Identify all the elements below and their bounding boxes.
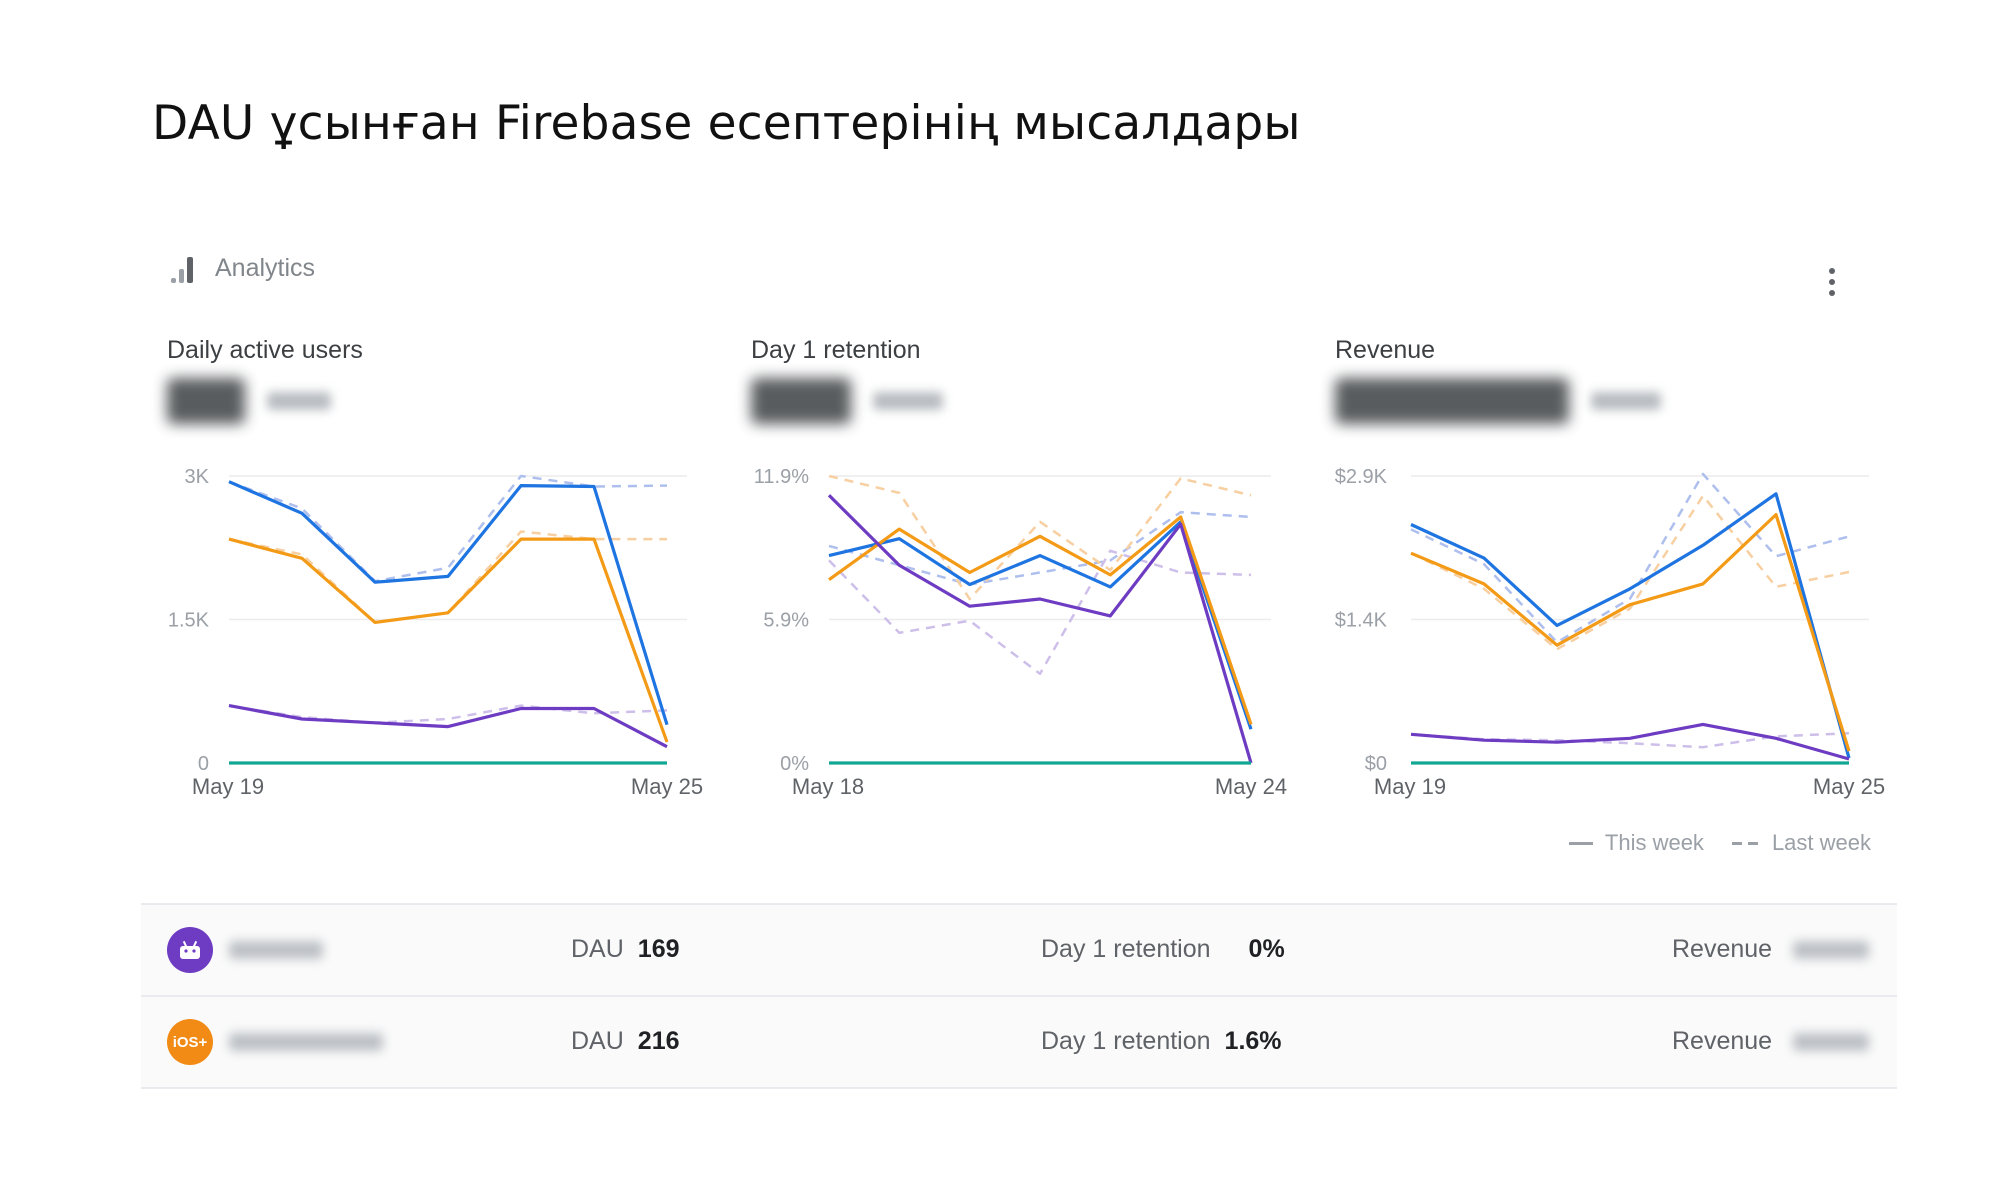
series-line-this-week — [1410, 722, 1850, 761]
series-line-last-week — [1410, 472, 1850, 644]
y-tick-label: 5.9% — [763, 610, 809, 632]
legend-this-week: This week — [1568, 830, 1704, 856]
app-name-blurred — [229, 1033, 383, 1051]
revenue-metric: Revenue — [1672, 935, 1772, 964]
x-tick-label: May 19 — [192, 774, 264, 799]
revenue-value-blurred — [1793, 1033, 1869, 1051]
analytics-label: Analytics — [215, 253, 316, 282]
series-line-this-week — [827, 494, 1253, 764]
y-tick-label: 3K — [185, 466, 210, 488]
x-tick-label: May 24 — [1215, 774, 1287, 799]
dau-metric: DAU 216 — [571, 1027, 680, 1056]
y-tick-label: $2.9K — [1335, 466, 1388, 488]
dau-metric: DAU 169 — [571, 935, 680, 964]
chart-title-dau: Daily active users — [167, 336, 363, 364]
series-line-this-week — [1410, 492, 1851, 759]
revenue-label: Revenue — [1672, 935, 1773, 963]
card-header: Analytics — [171, 251, 315, 285]
dau-total-blurred — [167, 378, 331, 424]
revenue-total-blurred — [1335, 378, 1661, 424]
x-tick-label: May 18 — [792, 774, 864, 799]
retention-metric: Day 1 retention 1.6% — [1041, 1027, 1282, 1056]
chart-title-revenue: Revenue — [1335, 336, 1436, 364]
series-line-last-week — [228, 474, 668, 583]
legend-last-week-label: Last week — [1771, 830, 1871, 855]
series-line-last-week — [228, 704, 668, 725]
y-tick-label: 0 — [198, 753, 209, 775]
analytics-card: Analytics Daily active users Day 1 reten… — [141, 226, 1897, 1089]
revenue-label: Revenue — [1672, 1027, 1773, 1055]
more-vert-icon[interactable] — [1817, 262, 1847, 302]
dau-label: DAU — [571, 1027, 624, 1055]
app-name-blurred — [229, 941, 323, 959]
dau-label: DAU — [571, 935, 624, 963]
y-tick-label: $0 — [1365, 753, 1387, 775]
series-line-last-week — [1410, 494, 1850, 651]
x-tick-label: May 25 — [1813, 774, 1885, 799]
retention-value: 1.6% — [1224, 1027, 1282, 1055]
y-tick-label: 11.9% — [754, 466, 809, 488]
bar-chart-icon — [171, 257, 193, 283]
series-line-last-week — [828, 474, 1252, 601]
y-tick-label: $1.4K — [1335, 610, 1388, 632]
app-row[interactable]: DAU 169 Day 1 retention 0% Revenue — [141, 903, 1897, 995]
retention-total-blurred — [751, 378, 943, 424]
series-line-this-week — [228, 704, 668, 749]
x-tick-label: May 25 — [631, 774, 703, 799]
retention-label: Day 1 retention — [1041, 935, 1211, 963]
revenue-value-blurred — [1793, 941, 1869, 959]
retention-value: 0% — [1248, 935, 1285, 963]
y-tick-label: 1.5K — [168, 610, 210, 632]
dau-value: 216 — [637, 1027, 680, 1055]
y-tick-label: 0% — [780, 753, 809, 775]
series-line-this-week — [228, 537, 669, 743]
chart-legend: This week Last week — [1568, 830, 1871, 856]
series-line-this-week — [1410, 513, 1851, 752]
apps-table: DAU 169 Day 1 retention 0% Revenue iOS+ DA… — [141, 903, 1897, 1089]
retention-label: Day 1 retention — [1041, 1027, 1211, 1055]
revenue-metric: Revenue — [1672, 1027, 1772, 1056]
chart-title-retention: Day 1 retention — [751, 336, 921, 364]
ios-icon: iOS+ — [167, 1019, 213, 1065]
series-line-this-week — [228, 480, 669, 726]
series-line-last-week — [828, 549, 1252, 676]
legend-last-week: Last week — [1731, 830, 1871, 856]
dau-value: 169 — [637, 935, 680, 963]
android-icon — [167, 927, 213, 973]
legend-this-week-label: This week — [1604, 830, 1704, 855]
app-row[interactable]: iOS+ DAU 216 Day 1 retention 1.6% Revenue — [141, 995, 1897, 1089]
retention-metric: Day 1 retention 0% — [1041, 935, 1285, 964]
x-tick-label: May 19 — [1374, 774, 1446, 799]
page-title: DAU ұсынған Firebase есептерінің мысалда… — [152, 96, 1301, 151]
series-line-this-week — [828, 515, 1253, 725]
